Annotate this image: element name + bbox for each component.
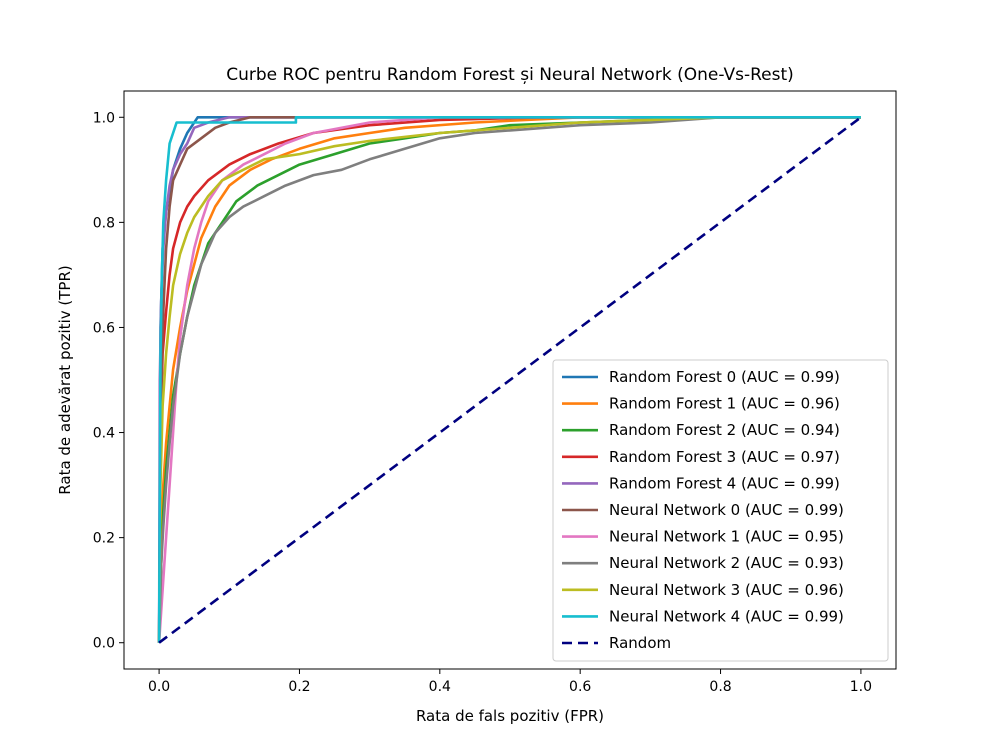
legend-label-6: Neural Network 1 (AUC = 0.95)	[609, 528, 844, 546]
x-tick-label: 0.4	[429, 679, 451, 695]
legend-label-10: Random	[609, 634, 671, 652]
y-tick-label: 0.4	[93, 426, 115, 442]
legend-label-3: Random Forest 3 (AUC = 0.97)	[609, 448, 840, 466]
legend-label-8: Neural Network 3 (AUC = 0.96)	[609, 581, 844, 599]
legend-box	[552, 359, 889, 662]
x-tick-label: 0.0	[148, 679, 170, 695]
x-tick-label: 0.2	[288, 679, 310, 695]
legend-label-2: Random Forest 2 (AUC = 0.94)	[609, 421, 840, 439]
series-line-10	[158, 116, 862, 644]
y-axis-ticks: 0.0 0.2 0.4 0.6 0.8 1.0	[93, 110, 124, 652]
legend-label-9: Neural Network 4 (AUC = 0.99)	[609, 607, 844, 625]
legend-label-4: Random Forest 4 (AUC = 0.99)	[609, 474, 840, 492]
y-tick-label: 1.0	[93, 110, 115, 126]
x-tick-label: 1.0	[850, 679, 872, 695]
legend-label-7: Neural Network 2 (AUC = 0.93)	[609, 554, 844, 572]
chart-title: Curbe ROC pentru Random Forest și Neural…	[226, 65, 794, 85]
plot-frame	[123, 90, 897, 670]
legend-label-5: Neural Network 0 (AUC = 0.99)	[609, 501, 844, 519]
series-line-7	[157, 116, 861, 643]
legend: Random Forest 0 (AUC = 0.99) Random Fores…	[552, 359, 889, 662]
series-line-9	[157, 116, 861, 643]
y-tick-label: 0.0	[93, 636, 115, 652]
series-layer	[157, 116, 862, 644]
series-line-1	[157, 116, 861, 643]
y-axis-label: Rata de adevărat pozitiv (TPR)	[56, 265, 74, 494]
series-line-8	[157, 116, 861, 643]
legend-label-0: Random Forest 0 (AUC = 0.99)	[609, 368, 840, 386]
y-tick-label: 0.6	[93, 320, 115, 336]
series-line-3	[157, 116, 861, 643]
series-line-5	[157, 116, 861, 643]
x-axis-ticks: 0.0 0.2 0.4 0.6 0.8 1.0	[148, 669, 872, 695]
x-tick-label: 0.6	[569, 679, 591, 695]
y-tick-label: 0.2	[93, 531, 115, 547]
x-axis-label: Rata de fals pozitiv (FPR)	[416, 707, 604, 725]
legend-label-1: Random Forest 1 (AUC = 0.96)	[609, 395, 840, 413]
y-tick-label: 0.8	[93, 215, 115, 231]
x-tick-label: 0.8	[709, 679, 731, 695]
